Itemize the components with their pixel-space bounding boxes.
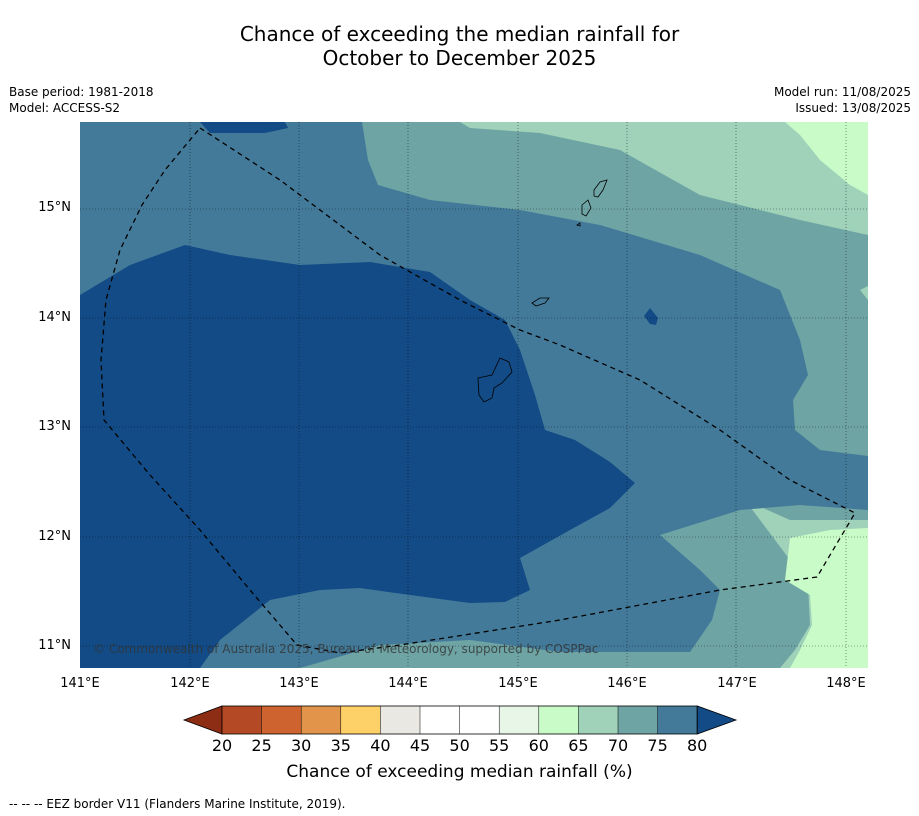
colorbar-segment [459,706,500,734]
island-tinian [581,199,592,217]
colorbar-segment [538,706,579,734]
colorbar-tick-label: 35 [330,736,351,755]
graticule [80,122,868,668]
colorbar-tick-label: 60 [528,736,549,755]
eez-footnote: -- -- -- EEZ border V11 (Flanders Marine… [9,797,346,811]
lat-tick-12: 12°N [38,529,71,544]
island-rota [531,297,550,307]
map-title: Chance of exceeding the median rainfall … [0,22,919,70]
lon-tick-144: 144°E [388,676,428,691]
colorbar-tick-label: 75 [647,736,668,755]
islands [477,179,608,403]
issued-date: Issued: 13/08/2025 [795,101,911,115]
colorbar-tick-label: 50 [449,736,470,755]
colorbar-segment [261,706,302,734]
colorbar-title: Chance of exceeding median rainfall (%) [286,762,633,782]
lat-tick-11: 11°N [38,638,71,653]
island-aguijan [576,222,581,227]
zone-80-plus [80,122,658,668]
copyright-text: © Commonwealth of Australia 2025, Bureau… [93,642,599,656]
colorbar-segment [380,706,420,734]
title-line-1: Chance of exceeding the median rainfall … [239,22,680,46]
colorbar-tick-label: 45 [409,736,431,755]
colorbar-extend-low [182,705,223,735]
zone-60-65 [785,122,868,668]
base-period: Base period: 1981-2018 [9,85,154,99]
lat-tick-14: 14°N [38,310,71,325]
colorbar-tick-label: 80 [687,736,708,755]
colorbar-tick-label: 25 [251,736,272,755]
lon-tick-148: 148°E [826,676,866,691]
meta-right: Model run: 11/08/2025 Issued: 13/08/2025 [774,84,911,116]
title-line-2: October to December 2025 [322,46,597,70]
colorbar-segment [301,706,341,734]
lon-tick-145: 145°E [498,676,538,691]
lat-tick-13: 13°N [38,419,71,434]
island-guam [477,357,513,403]
colorbar-segment [420,706,460,734]
colorbar-tick-label: 30 [291,736,312,755]
colorbar-tick-label: 20 [211,736,233,755]
island-saipan [593,179,608,198]
rainfall-contours [80,122,868,668]
colorbar-tick-label: 55 [489,736,510,755]
colorbar-tick-label: 65 [568,736,589,755]
colorbar-extend-high [696,705,738,735]
colorbar-segment [657,706,698,734]
colorbar-segment [578,706,618,734]
colorbar-segment [499,706,539,734]
colorbar-tick-label: 40 [370,736,391,755]
colorbar-segment [618,706,658,734]
model-name: Model: ACCESS-S2 [9,101,121,115]
lat-tick-15: 15°N [38,200,71,215]
colorbar-segment [222,706,262,734]
model-run: Model run: 11/08/2025 [773,85,911,99]
lon-tick-146: 146°E [607,676,647,691]
colorbar-segment [340,706,381,734]
colorbar [182,705,738,735]
lon-tick-142: 142°E [170,676,210,691]
lon-tick-147: 147°E [717,676,757,691]
lon-tick-141: 141°E [60,676,100,691]
meta-left: Base period: 1981-2018 Model: ACCESS-S2 [9,84,154,116]
colorbar-tick-label: 70 [607,736,629,755]
lon-tick-143: 143°E [279,676,319,691]
